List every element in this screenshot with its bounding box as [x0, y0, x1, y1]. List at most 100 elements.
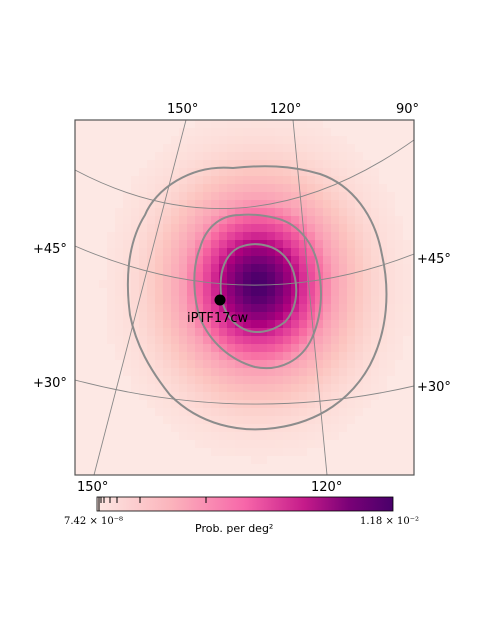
heatmap-cell — [283, 408, 291, 416]
heatmap-cell — [227, 448, 235, 456]
heatmap-cell — [347, 216, 355, 224]
heatmap-cell — [371, 216, 379, 224]
heatmap-cell — [339, 304, 347, 312]
heatmap-cell — [275, 232, 283, 240]
heatmap-cell — [299, 384, 307, 392]
heatmap-cell — [227, 256, 235, 264]
heatmap-cell — [275, 352, 283, 360]
heatmap-cell — [323, 136, 331, 144]
heatmap-cell — [179, 296, 187, 304]
heatmap-cell — [227, 368, 235, 376]
heatmap-cell — [275, 408, 283, 416]
heatmap-cell — [363, 344, 371, 352]
heatmap-cell — [267, 136, 275, 144]
heatmap-cell — [331, 160, 339, 168]
heatmap-cell — [307, 176, 315, 184]
heatmap-cell — [203, 184, 211, 192]
heatmap-cell — [283, 184, 291, 192]
heatmap-cell — [291, 160, 299, 168]
heatmap-cell — [235, 136, 243, 144]
source-marker-group: iPTF17cw — [187, 294, 249, 326]
heatmap-cell — [323, 224, 331, 232]
contour-middle — [193, 213, 322, 370]
heatmap-cell — [211, 432, 219, 440]
heatmap-cell — [259, 440, 267, 448]
heatmap-cell — [363, 400, 371, 408]
heatmap-cell — [107, 264, 115, 272]
heatmap-cell — [323, 288, 331, 296]
heatmap-cell — [291, 320, 299, 328]
heatmap-cell — [219, 416, 227, 424]
graticule-ra-120 — [292, 120, 328, 475]
heatmap-cell — [131, 200, 139, 208]
heatmap-cell — [219, 392, 227, 400]
heatmap-cell — [179, 360, 187, 368]
heatmap-cell — [195, 336, 203, 344]
heatmap-cell — [275, 272, 283, 280]
left-tick-30: +30° — [33, 376, 67, 391]
heatmap-cell — [171, 224, 179, 232]
heatmap-cell — [163, 296, 171, 304]
heatmap-cell — [219, 384, 227, 392]
heatmap-cell — [347, 160, 355, 168]
heatmap-cell — [315, 224, 323, 232]
heatmap-cell — [387, 328, 395, 336]
heatmap-cell — [331, 224, 339, 232]
heatmap-cell — [219, 352, 227, 360]
heatmap-cell — [155, 296, 163, 304]
heatmap-cell — [363, 264, 371, 272]
heatmap-cell — [147, 336, 155, 344]
heatmap-cell — [283, 400, 291, 408]
heatmap-cell — [299, 280, 307, 288]
heatmap-cell — [275, 384, 283, 392]
heatmap-cell — [163, 408, 171, 416]
heatmap-cell — [363, 240, 371, 248]
heatmap-cell — [347, 144, 355, 152]
heatmap-cell — [251, 120, 259, 128]
heatmap-cell — [187, 312, 195, 320]
heatmap-cell — [299, 400, 307, 408]
heatmap-cell — [163, 144, 171, 152]
heatmap-cell — [131, 272, 139, 280]
heatmap-cell — [251, 456, 259, 464]
heatmap-cell — [219, 232, 227, 240]
heatmap-cell — [355, 384, 363, 392]
heatmap-cell — [387, 264, 395, 272]
heatmap-cell — [331, 360, 339, 368]
heatmap-cell — [291, 240, 299, 248]
heatmap-cell — [235, 200, 243, 208]
heatmap-cell — [315, 296, 323, 304]
heatmap-cell — [355, 232, 363, 240]
heatmap-cell — [251, 352, 259, 360]
heatmap-cell — [147, 208, 155, 216]
heatmap-cell — [155, 288, 163, 296]
heatmap-cell — [227, 160, 235, 168]
heatmap-cell — [339, 280, 347, 288]
heatmap-cell — [331, 232, 339, 240]
heatmap-cell — [187, 232, 195, 240]
heatmap-cell — [107, 288, 115, 296]
heatmap-cell — [219, 312, 227, 320]
heatmap-cell — [395, 304, 403, 312]
heatmap-cell — [355, 160, 363, 168]
heatmap-cell — [219, 432, 227, 440]
heatmap-cell — [243, 320, 251, 328]
heatmap-cell — [355, 176, 363, 184]
heatmap-cell — [171, 264, 179, 272]
heatmap-cell — [251, 376, 259, 384]
heatmap-cell — [243, 144, 251, 152]
heatmap-cell — [395, 280, 403, 288]
heatmap-cell — [131, 288, 139, 296]
heatmap-cell — [147, 248, 155, 256]
heatmap-cell — [227, 376, 235, 384]
heatmap-cell — [299, 240, 307, 248]
heatmap-cell — [115, 232, 123, 240]
heatmap-cell — [179, 256, 187, 264]
heatmap-cell — [195, 392, 203, 400]
heatmap-cell — [395, 296, 403, 304]
heatmap-cell — [219, 120, 227, 128]
heatmap-cell — [299, 336, 307, 344]
heatmap-cell — [123, 336, 131, 344]
heatmap-cell — [219, 440, 227, 448]
heatmap-cell — [347, 256, 355, 264]
